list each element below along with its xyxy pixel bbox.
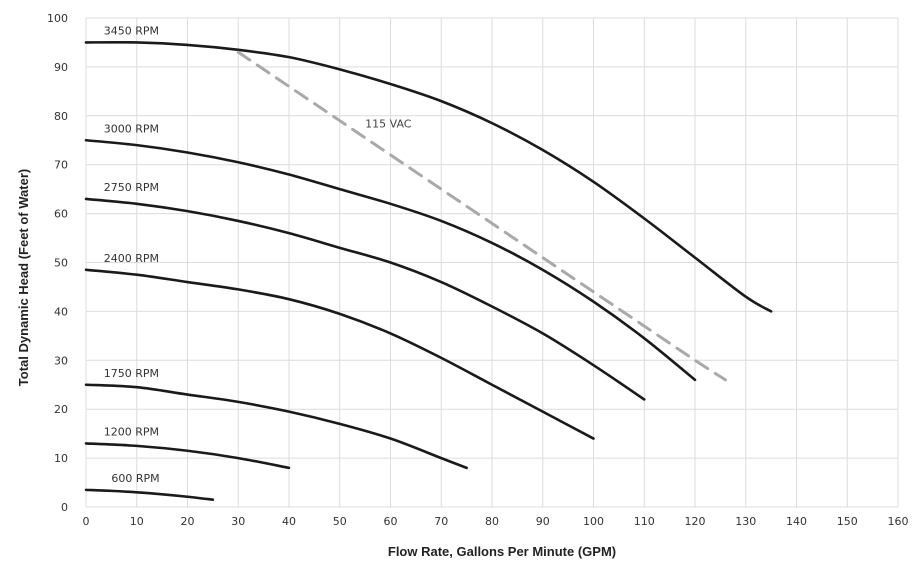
- series-label-3450-rpm: 3450 RPM: [104, 24, 159, 37]
- x-tick-label: 30: [231, 515, 245, 528]
- x-tick-label: 50: [333, 515, 347, 528]
- y-tick-label: 10: [54, 452, 68, 465]
- x-tick-label: 40: [282, 515, 296, 528]
- y-tick-label: 90: [54, 61, 68, 74]
- x-tick-label: 150: [837, 515, 858, 528]
- series-label-1200-rpm: 1200 RPM: [104, 425, 159, 438]
- y-tick-label: 70: [54, 159, 68, 172]
- series-line-115-vac: [236, 50, 727, 382]
- y-tick-label: 80: [54, 110, 68, 123]
- x-axis-title: Flow Rate, Gallons Per Minute (GPM): [388, 544, 616, 559]
- series-lines: [84, 40, 773, 501]
- y-tick-label: 60: [54, 208, 68, 221]
- x-tick-label: 140: [786, 515, 807, 528]
- y-tick-label: 20: [54, 403, 68, 416]
- series-line-3000-rpm: [84, 138, 697, 382]
- series-label-600-rpm: 600 RPM: [111, 472, 159, 485]
- series-label-2400-rpm: 2400 RPM: [104, 252, 159, 265]
- series-line-1750-rpm: [84, 383, 468, 470]
- series-line-2400-rpm: [84, 268, 595, 440]
- axes: 0 10 20 30 40 50 60 70 80 90 100 110 120 130 140 150 160…: [47, 12, 909, 528]
- x-tick-label: 90: [536, 515, 550, 528]
- series-line-3450-rpm: [84, 40, 773, 313]
- x-tick-label: 20: [181, 515, 195, 528]
- y-tick-label: 50: [54, 257, 68, 270]
- series-line-600-rpm: [84, 488, 215, 501]
- y-tick-label: 100: [47, 12, 68, 25]
- x-tick-label: 110: [634, 515, 655, 528]
- x-tick-label: 0: [83, 515, 90, 528]
- series-line-2750-rpm: [84, 197, 646, 401]
- y-axis-title: Total Dynamic Head (Feet of Water): [16, 169, 31, 386]
- series-labels: 3450 RPM 3000 RPM 2750 RPM 2400 RPM 1750 RPM…: [104, 24, 412, 484]
- x-tick-label: 60: [384, 515, 398, 528]
- series-label-2750-rpm: 2750 RPM: [104, 181, 159, 194]
- x-tick-label: 160: [888, 515, 909, 528]
- x-tick-label: 130: [735, 515, 756, 528]
- series-line-1200-rpm: [84, 442, 291, 470]
- grid: [85, 17, 899, 508]
- y-tick-label: 30: [54, 354, 68, 367]
- x-tick-label: 100: [583, 515, 604, 528]
- x-tick-label: 10: [130, 515, 144, 528]
- x-tick-label: 80: [485, 515, 499, 528]
- series-label-1750-rpm: 1750 RPM: [104, 367, 159, 380]
- y-tick-label: 40: [54, 305, 68, 318]
- x-tick-label: 120: [685, 515, 706, 528]
- y-tick-label: 0: [61, 501, 68, 514]
- x-tick-label: 70: [434, 515, 448, 528]
- series-label-115-vac: 115 VAC: [365, 117, 412, 130]
- series-label-3000-rpm: 3000 RPM: [104, 122, 159, 135]
